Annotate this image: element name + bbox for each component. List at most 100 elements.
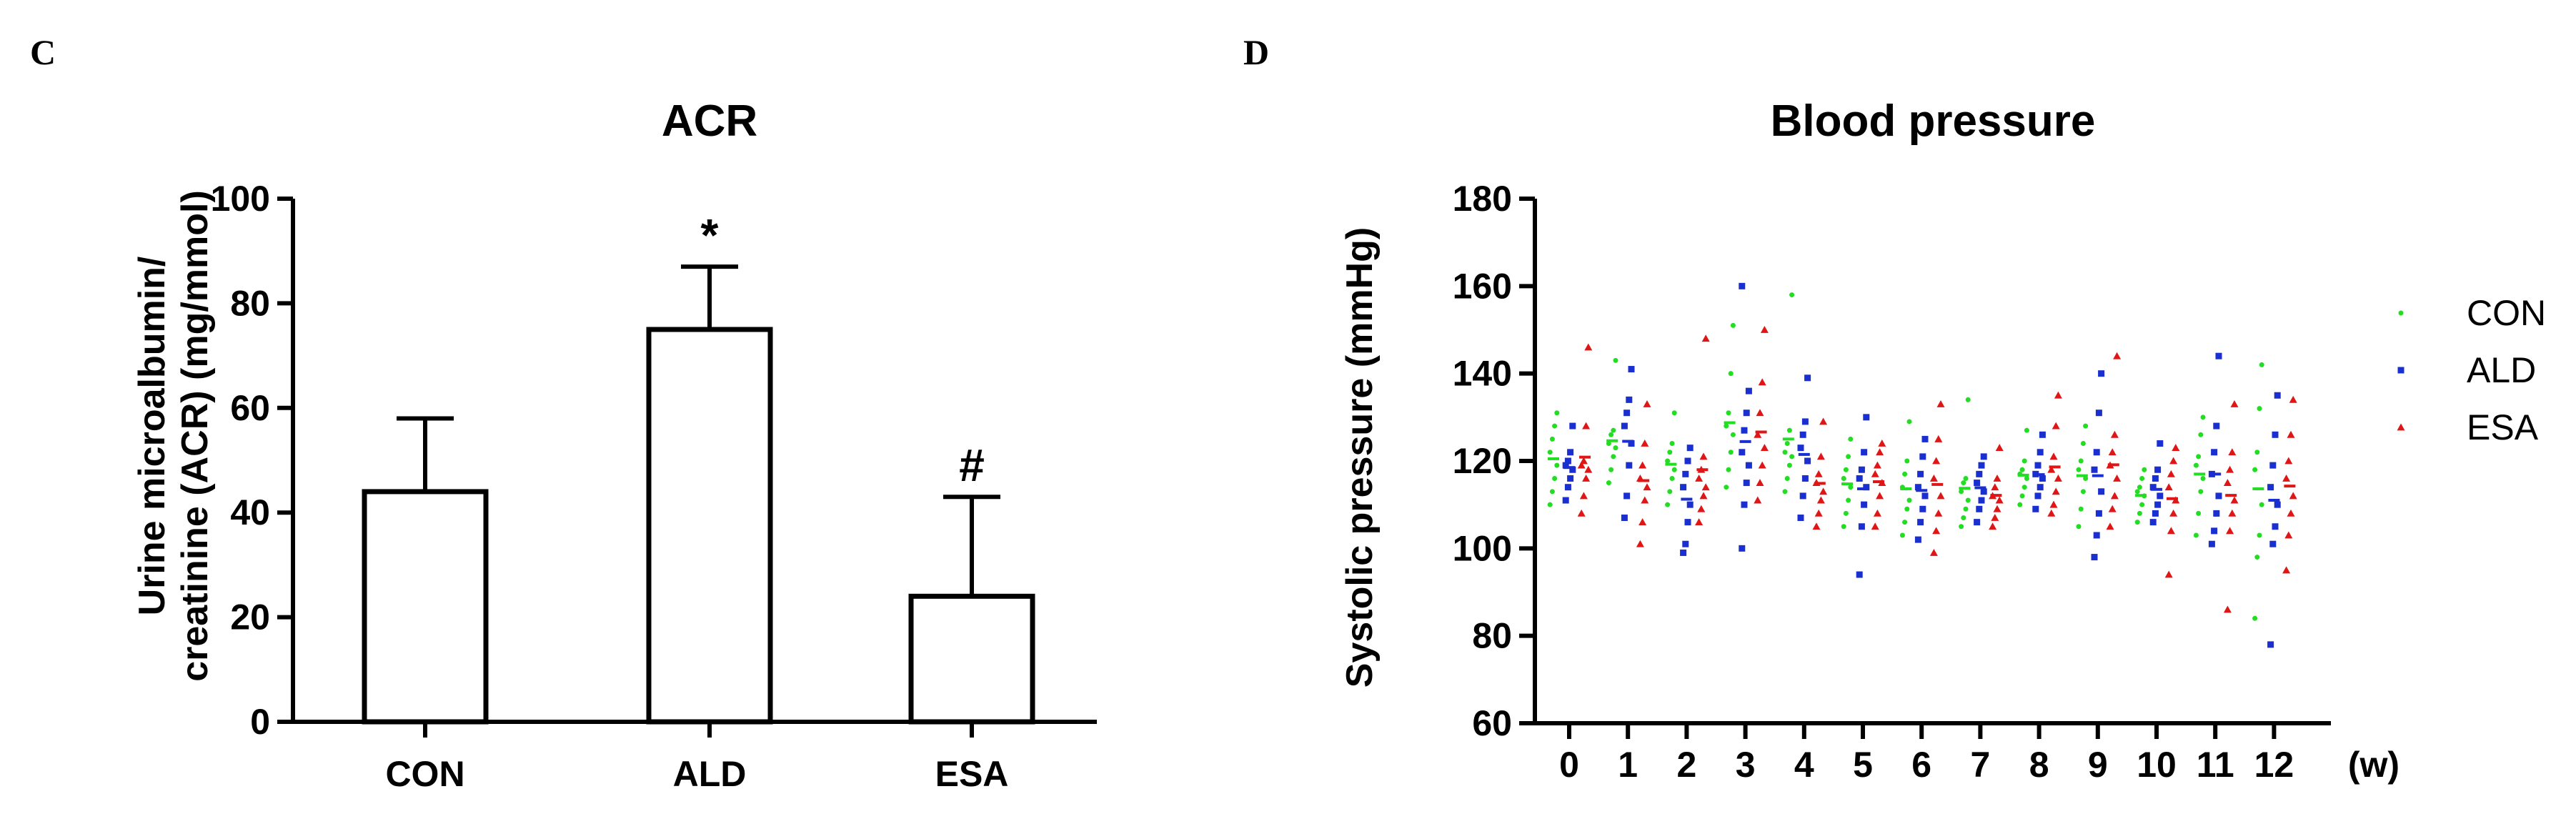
data-point-con (1547, 450, 1553, 455)
data-point-esa (1758, 461, 1766, 469)
data-point-ald (1739, 449, 1746, 456)
data-point-esa (1579, 492, 1588, 500)
data-point-con (1665, 502, 1671, 507)
data-point-con (1965, 397, 1971, 402)
data-point-ald (2034, 462, 2042, 469)
data-point-esa (1701, 483, 1710, 491)
data-point-con (2024, 427, 2029, 433)
data-point-con (1963, 506, 1969, 512)
data-point-ald (2267, 484, 2274, 491)
data-point-ald (1861, 449, 1868, 456)
data-point-con (1782, 450, 1788, 455)
data-point-esa (1756, 409, 1764, 417)
data-point-con (1959, 524, 1964, 530)
data-point-con (2076, 467, 2082, 472)
data-point-ald (1626, 396, 1633, 403)
panel-letter-d: D (1243, 32, 1269, 72)
x-tick-label-bp: 6 (1911, 745, 1931, 785)
data-point-con (2137, 485, 2142, 490)
x-tick-label-bp: 0 (1559, 745, 1579, 785)
data-point-ald (2152, 475, 2159, 482)
data-point-esa (1876, 448, 1884, 456)
data-point-ald (2037, 449, 2044, 456)
series-esa (1577, 326, 2297, 613)
data-point-con (2076, 524, 2082, 530)
data-point-con (1789, 292, 1795, 298)
data-point-ald (1567, 475, 1574, 482)
data-point-esa (2108, 505, 2117, 512)
data-point-ald (1921, 492, 1929, 500)
legend-label-ald: ALD (2467, 350, 2536, 390)
data-point-ald (1856, 571, 1863, 578)
y-tick-label-bp: 180 (1453, 179, 1512, 219)
x-tick-label-bp: 7 (1970, 745, 1990, 785)
data-point-con (1724, 423, 1729, 429)
x-tick-label-acr: ALD (673, 754, 747, 794)
data-point-esa (1638, 518, 1647, 526)
data-point-ald (1569, 466, 1576, 473)
x-tick-label-bp: 12 (2254, 745, 2294, 785)
data-point-esa (1697, 505, 1706, 512)
data-point-esa (2052, 487, 2060, 495)
data-point-esa (1699, 492, 1708, 500)
data-point-esa (1995, 496, 2004, 504)
data-point-esa (2289, 395, 2297, 403)
data-point-con (1669, 441, 1675, 447)
x-tick-label-bp: 9 (2088, 745, 2108, 785)
data-point-con (2080, 441, 2086, 447)
legend: CON ALD ESA (2397, 293, 2546, 447)
data-point-con (1613, 445, 1618, 451)
data-point-esa (1819, 417, 1828, 425)
data-point-ald (1621, 515, 1628, 522)
data-point-esa (2172, 444, 2180, 452)
data-point-ald (1564, 457, 1571, 465)
data-point-ald (2215, 492, 2222, 500)
data-point-ald (1917, 470, 1924, 477)
x-tick-label-acr: ESA (935, 754, 1009, 794)
data-point-ald (2149, 519, 2157, 526)
data-point-ald (1682, 540, 1689, 547)
data-point-esa (1816, 496, 1825, 504)
data-point-ald (1863, 484, 1870, 491)
data-point-esa (2108, 448, 2117, 456)
data-point-esa (1871, 470, 1879, 477)
data-point-con (1669, 475, 1675, 481)
data-point-ald (1739, 545, 1746, 552)
data-point-con (1667, 489, 1673, 495)
y-tick-label-bp: 160 (1453, 266, 1512, 306)
data-point-esa (1695, 518, 1704, 526)
data-point-ald (1797, 515, 1804, 522)
data-point-con (1848, 436, 1854, 442)
data-point-ald (2039, 475, 2046, 482)
data-point-esa (1995, 444, 2004, 452)
data-point-ald (1567, 449, 1574, 456)
data-point-ald (1623, 410, 1631, 417)
data-point-ald (2274, 392, 2281, 399)
data-point-con (2024, 475, 2029, 481)
data-point-ald (1976, 505, 1983, 512)
data-point-esa (1929, 548, 1938, 556)
data-point-con (1547, 502, 1553, 507)
data-point-ald (1564, 484, 1571, 491)
data-point-ald (1863, 414, 1870, 421)
panel-letter-c: C (30, 32, 56, 72)
data-point-esa (1989, 522, 1997, 530)
y-tick-label-acr: 60 (230, 388, 270, 428)
data-point-esa (2287, 509, 2295, 517)
y-tick-label-bp: 120 (1453, 441, 1512, 481)
data-point-con (2142, 467, 2147, 472)
data-point-ald (1741, 501, 1748, 508)
data-point-ald (2098, 370, 2105, 377)
data-point-esa (1754, 496, 1762, 504)
data-point-esa (1582, 422, 1591, 430)
data-point-con (1848, 485, 1854, 490)
y-tick-label-acr: 40 (230, 492, 270, 532)
data-point-esa (1936, 492, 1945, 500)
data-point-ald (1921, 435, 1929, 442)
data-point-ald (2093, 532, 2100, 539)
data-point-con (1784, 441, 1790, 447)
data-point-con (2021, 458, 2027, 464)
data-point-ald (1569, 422, 1576, 430)
data-point-con (1608, 467, 1614, 472)
data-point-ald (1976, 470, 1983, 477)
